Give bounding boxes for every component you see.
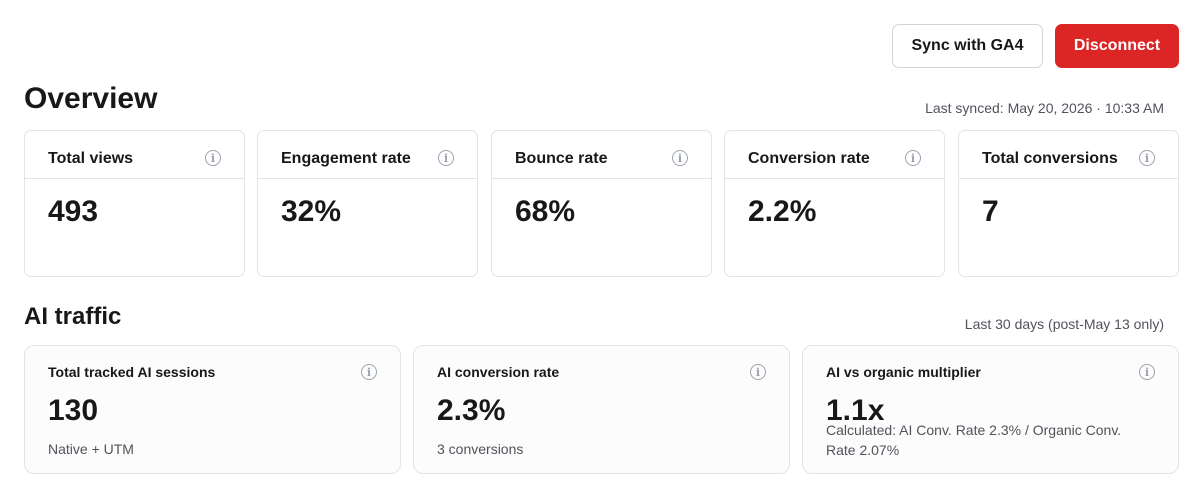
metric-card-bounce-rate: Bounce rate i 68% (491, 130, 712, 277)
ai-metric-value: 2.3% (437, 394, 506, 427)
metric-value: 2.2% (748, 195, 817, 228)
ai-metric-label: Total tracked AI sessions (48, 364, 216, 380)
ai-metric-value: 1.1x (826, 394, 885, 427)
metric-card-engagement-rate: Engagement rate i 32% (257, 130, 478, 277)
metric-card-header: Conversion rate i (725, 131, 944, 179)
ai-metric-value: 130 (48, 394, 99, 427)
info-icon[interactable]: i (438, 150, 454, 166)
ai-traffic-title: AI traffic (24, 303, 122, 330)
metric-label: Conversion rate (748, 150, 870, 167)
metric-card-header: Engagement rate i (258, 131, 477, 179)
metric-value: 68% (515, 195, 576, 228)
ai-metric-calculation: Calculated: AI Conv. Rate 2.3% / Organic… (826, 422, 1122, 458)
metric-label: Total conversions (982, 150, 1118, 167)
metric-value: 493 (48, 195, 99, 228)
info-icon[interactable]: i (672, 150, 688, 166)
ai-metric-subtext: Native + UTM (48, 441, 134, 457)
ai-card-organic-multiplier: AI vs organic multiplier i 1.1x Calculat… (802, 345, 1179, 474)
last-synced-text: Last synced: May 20, 2026 · 10:33 AM (925, 100, 1164, 116)
ai-traffic-range-text: Last 30 days (post-May 13 only) (964, 316, 1164, 332)
metric-label: Bounce rate (515, 150, 608, 167)
metric-label: Total views (48, 150, 134, 167)
ai-metric-subtext: 3 conversions (437, 441, 524, 457)
ai-metric-label: AI vs organic multiplier (826, 364, 981, 380)
metric-card-header: Total views i (25, 131, 244, 179)
info-icon[interactable]: i (905, 150, 921, 166)
info-icon[interactable]: i (1139, 364, 1155, 380)
info-icon[interactable]: i (205, 150, 221, 166)
metric-card-conversion-rate: Conversion rate i 2.2% (724, 130, 945, 277)
info-icon[interactable]: i (1139, 150, 1155, 166)
metric-value: 32% (281, 195, 342, 228)
ai-card-conversion-rate: AI conversion rate i 2.3% 3 conversions (413, 345, 790, 474)
sync-ga4-button[interactable]: Sync with GA4 (892, 24, 1043, 68)
metric-value: 7 (982, 195, 999, 228)
disconnect-button[interactable]: Disconnect (1055, 24, 1179, 68)
info-icon[interactable]: i (361, 364, 377, 380)
ai-metric-label: AI conversion rate (437, 364, 560, 380)
overview-title: Overview (24, 82, 158, 115)
ai-card-total-sessions: Total tracked AI sessions i 130 Native +… (24, 345, 401, 474)
metric-card-total-views: Total views i 493 (24, 130, 245, 277)
metric-card-header: Bounce rate i (492, 131, 711, 179)
metric-label: Engagement rate (281, 150, 411, 167)
info-icon[interactable]: i (750, 364, 766, 380)
metric-card-total-conversions: Total conversions i 7 (958, 130, 1179, 277)
metric-card-header: Total conversions i (959, 131, 1178, 179)
